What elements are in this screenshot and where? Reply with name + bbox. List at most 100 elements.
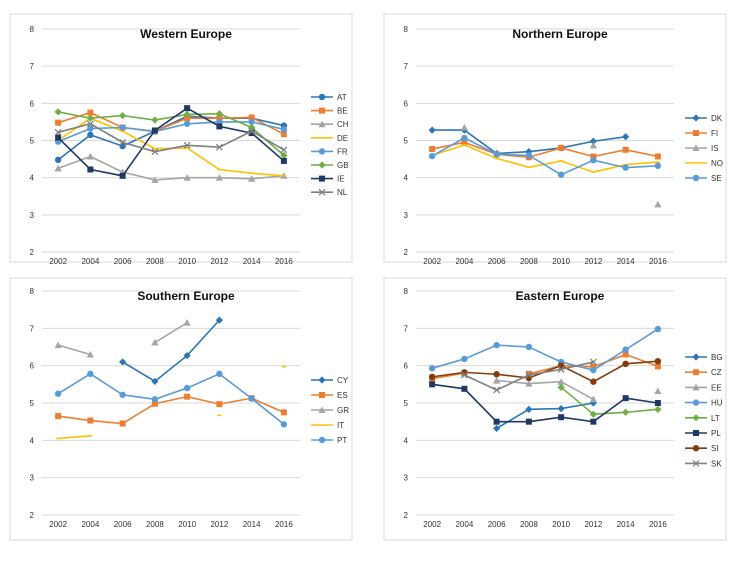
legend-swatch-marker bbox=[318, 376, 326, 384]
y-tick-label: 3 bbox=[30, 474, 35, 483]
y-tick-label: 3 bbox=[404, 211, 409, 220]
data-point-lt bbox=[557, 383, 565, 391]
data-point-es bbox=[119, 420, 126, 427]
data-point-ie bbox=[280, 157, 287, 164]
series-gb bbox=[54, 108, 288, 159]
data-point-ie bbox=[55, 134, 62, 141]
legend-swatch-marker bbox=[693, 430, 699, 436]
x-tick-label: 2002 bbox=[49, 520, 67, 529]
legend-label: PL bbox=[711, 429, 721, 438]
data-point-cz bbox=[525, 370, 532, 377]
series-it bbox=[56, 366, 286, 440]
x-tick-label: 2010 bbox=[178, 520, 196, 529]
data-point-es bbox=[216, 401, 223, 408]
data-point-it bbox=[217, 414, 222, 417]
y-tick-label: 2 bbox=[30, 248, 35, 257]
series-line-cy bbox=[122, 319, 220, 383]
legend-swatch-marker bbox=[692, 459, 700, 467]
y-tick-label: 4 bbox=[30, 436, 35, 445]
x-tick-label: 2006 bbox=[488, 520, 506, 529]
data-point-lt bbox=[589, 410, 597, 418]
legend-entry-fi: FI bbox=[685, 129, 718, 138]
data-point-pl bbox=[558, 414, 565, 421]
data-point-se bbox=[654, 162, 662, 169]
data-point-nl bbox=[183, 141, 191, 149]
x-tick-label: 2010 bbox=[552, 520, 570, 529]
data-point-ch bbox=[248, 175, 256, 182]
series-line-hu bbox=[431, 328, 659, 372]
legend-entry-ch: CH bbox=[311, 120, 349, 129]
data-point-es bbox=[151, 400, 158, 407]
y-tick-label: 2 bbox=[30, 511, 35, 520]
southern-europe-title: Southern Europe bbox=[137, 289, 235, 303]
series-cy bbox=[119, 316, 223, 385]
data-point-hu bbox=[654, 325, 662, 333]
legend-swatch-marker bbox=[319, 175, 325, 182]
legend-entry-nl: NL bbox=[311, 188, 348, 197]
legend-entry-cy: CY bbox=[311, 376, 349, 385]
western-europe-title: Western Europe bbox=[140, 27, 232, 41]
data-point-fi bbox=[590, 153, 597, 160]
legend-entry-de: DE bbox=[311, 134, 348, 143]
data-point-gb bbox=[183, 110, 191, 119]
data-point-de bbox=[249, 172, 254, 174]
data-point-pl bbox=[429, 381, 436, 388]
data-point-pl bbox=[525, 418, 532, 425]
series-nl bbox=[54, 120, 288, 156]
northern-europe-frame bbox=[383, 13, 727, 263]
y-tick-label: 8 bbox=[404, 287, 409, 296]
data-point-gb bbox=[54, 108, 62, 116]
series-line-ie bbox=[57, 107, 285, 177]
y-tick-label: 6 bbox=[30, 362, 35, 371]
data-point-ie bbox=[184, 105, 191, 112]
data-point-cy bbox=[183, 351, 191, 360]
data-point-be bbox=[87, 109, 94, 116]
series-hu bbox=[428, 325, 662, 374]
y-tick-label: 8 bbox=[404, 25, 409, 34]
data-point-ch bbox=[151, 176, 159, 183]
data-point-ie bbox=[216, 123, 223, 130]
series-gr bbox=[54, 319, 191, 358]
legend-swatch-marker bbox=[318, 120, 326, 128]
data-point-hu bbox=[428, 365, 436, 372]
legend-label: CZ bbox=[711, 368, 722, 377]
data-point-it bbox=[281, 366, 286, 368]
data-point-cy bbox=[151, 377, 159, 385]
data-point-no bbox=[655, 161, 660, 163]
legend-swatch-marker bbox=[318, 436, 326, 444]
x-tick-label: 2012 bbox=[210, 520, 228, 529]
data-point-de bbox=[152, 147, 157, 150]
legend-label: DK bbox=[711, 114, 723, 123]
legend-entry-fr: FR bbox=[311, 147, 348, 156]
data-point-gb bbox=[215, 110, 223, 118]
legend-label: HU bbox=[711, 399, 723, 408]
data-point-se bbox=[493, 151, 500, 158]
legend-swatch-marker bbox=[693, 369, 699, 376]
data-point-be bbox=[55, 119, 62, 126]
data-point-hu bbox=[525, 343, 533, 351]
western-europe-chart: Western Europe 2 3 4 5 6 7 8 2002 2004 2006 2008 20… bbox=[9, 13, 353, 266]
legend-swatch-marker bbox=[692, 114, 700, 122]
data-point-be bbox=[184, 115, 191, 122]
x-tick-label: 2004 bbox=[455, 257, 473, 266]
legend-swatch-marker bbox=[318, 406, 326, 413]
legend-entry-si: SI bbox=[685, 444, 719, 453]
legend-label: IT bbox=[337, 421, 344, 430]
data-point-es bbox=[280, 409, 287, 416]
legend-label: AT bbox=[337, 93, 347, 102]
data-point-si bbox=[493, 371, 500, 378]
southern-europe-frame bbox=[9, 277, 353, 541]
data-point-hu bbox=[590, 366, 597, 374]
data-point-pl bbox=[590, 418, 597, 425]
data-point-cz bbox=[590, 363, 597, 370]
series-ie bbox=[55, 105, 287, 179]
x-tick-label: 2008 bbox=[146, 520, 164, 529]
data-point-nl bbox=[151, 148, 159, 156]
data-point-fr bbox=[280, 126, 288, 133]
legend-entry-at: AT bbox=[311, 93, 347, 102]
data-point-be bbox=[280, 131, 287, 138]
series-line-lt bbox=[560, 386, 658, 416]
data-point-es bbox=[184, 393, 191, 400]
legend-label: IS bbox=[711, 144, 719, 153]
